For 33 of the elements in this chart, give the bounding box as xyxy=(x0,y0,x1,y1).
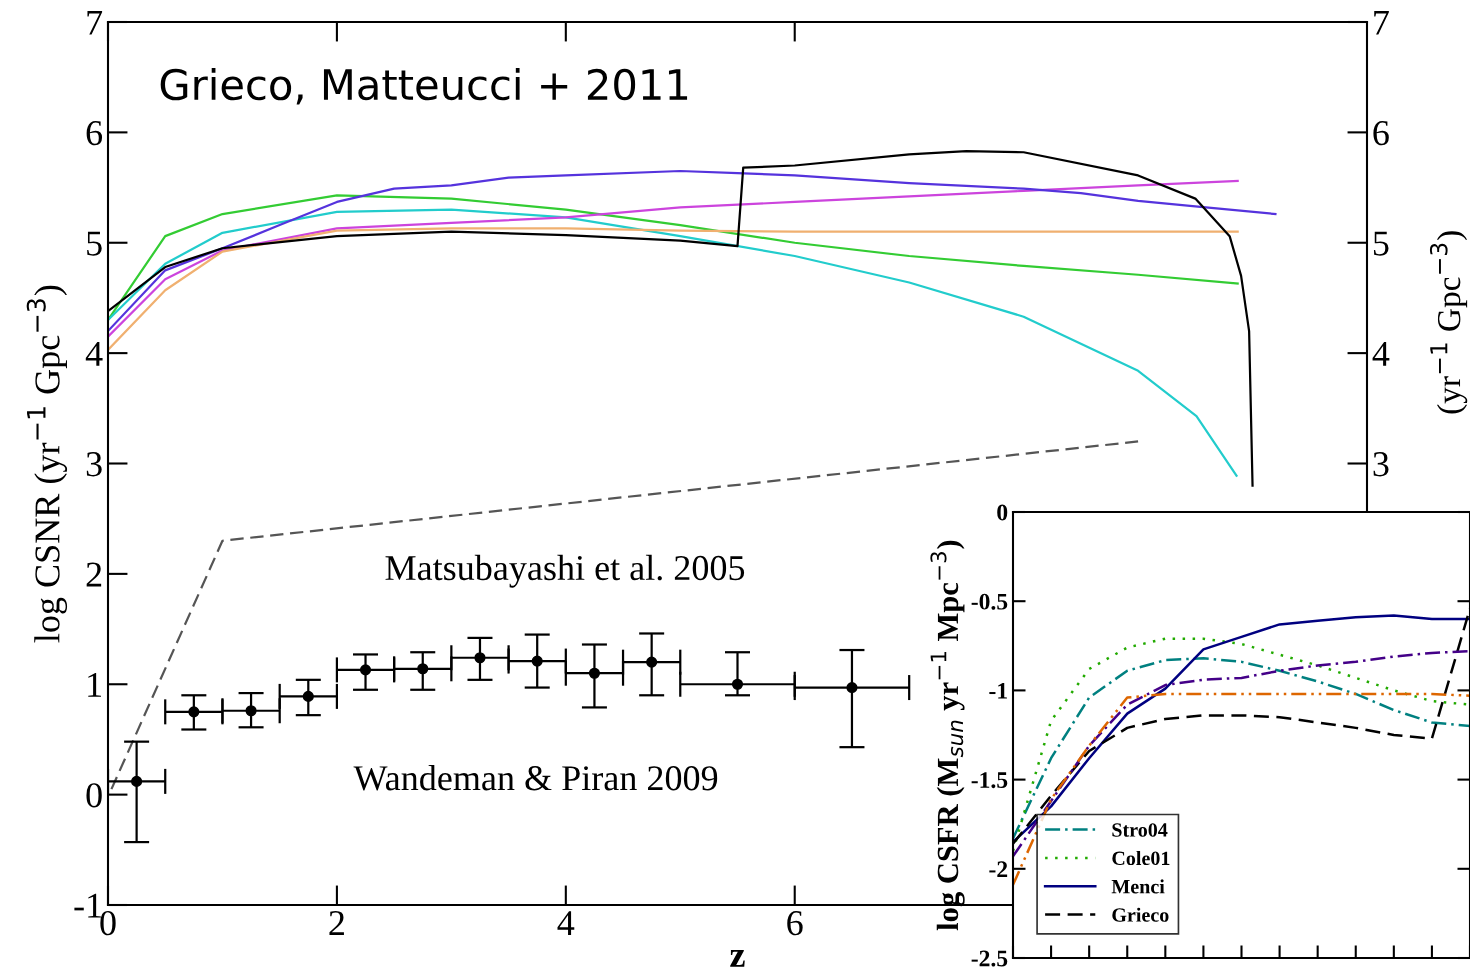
y-tick-label: 4 xyxy=(85,341,103,366)
y-tick-label: 6 xyxy=(86,120,103,146)
y2-tick-label: 4 xyxy=(1372,341,1390,366)
y-tick-label: -0.5 xyxy=(971,593,1008,610)
y-tick-label: 1 xyxy=(88,672,101,697)
y-tick-label: 0 xyxy=(997,504,1008,521)
y-tick-label: 0 xyxy=(86,783,102,808)
y2-axis-title: (yr$^{−1}$ Gpc$^{−3}$) xyxy=(1429,231,1468,414)
legend-label: Cole01 xyxy=(1112,850,1170,866)
legend-label: Menci xyxy=(1111,879,1165,894)
y-tick-label: 3 xyxy=(86,452,102,477)
x-axis-title: z xyxy=(730,950,745,967)
y-axis-title: log CSNR (yr$^{−1}$ Gpc$^{−3}$) xyxy=(26,285,68,643)
y-tick-label: -1 xyxy=(989,683,1007,699)
y-tick-label: -1.5 xyxy=(971,772,1008,789)
y-tick-label: 7 xyxy=(87,10,103,35)
x-tick-label: 6 xyxy=(787,911,803,936)
y-tick-label: 5 xyxy=(87,231,102,256)
legend-label: Stro04 xyxy=(1112,823,1168,837)
y-tick-label: 2 xyxy=(86,562,102,587)
y-tick-label: -1 xyxy=(74,893,101,918)
annotation: Grieco, Matteucci + 2011 xyxy=(160,68,688,105)
y-tick-label: -2 xyxy=(989,861,1008,877)
annotation: Matsubayashi et al. 2005 xyxy=(385,554,745,588)
y2-tick-label: 5 xyxy=(1373,231,1389,256)
y2-tick-label: 3 xyxy=(1373,452,1389,477)
y-tick-label: -2.5 xyxy=(971,950,1008,967)
y2-tick-label: 7 xyxy=(1374,10,1389,35)
annotation: Wandeman & Piran 2009 xyxy=(353,765,718,791)
x-tick-label: 4 xyxy=(557,911,575,935)
legend-label: Grieco xyxy=(1112,907,1169,922)
x-tick-label: 2 xyxy=(329,911,344,935)
y2-tick-label: 6 xyxy=(1373,120,1389,146)
